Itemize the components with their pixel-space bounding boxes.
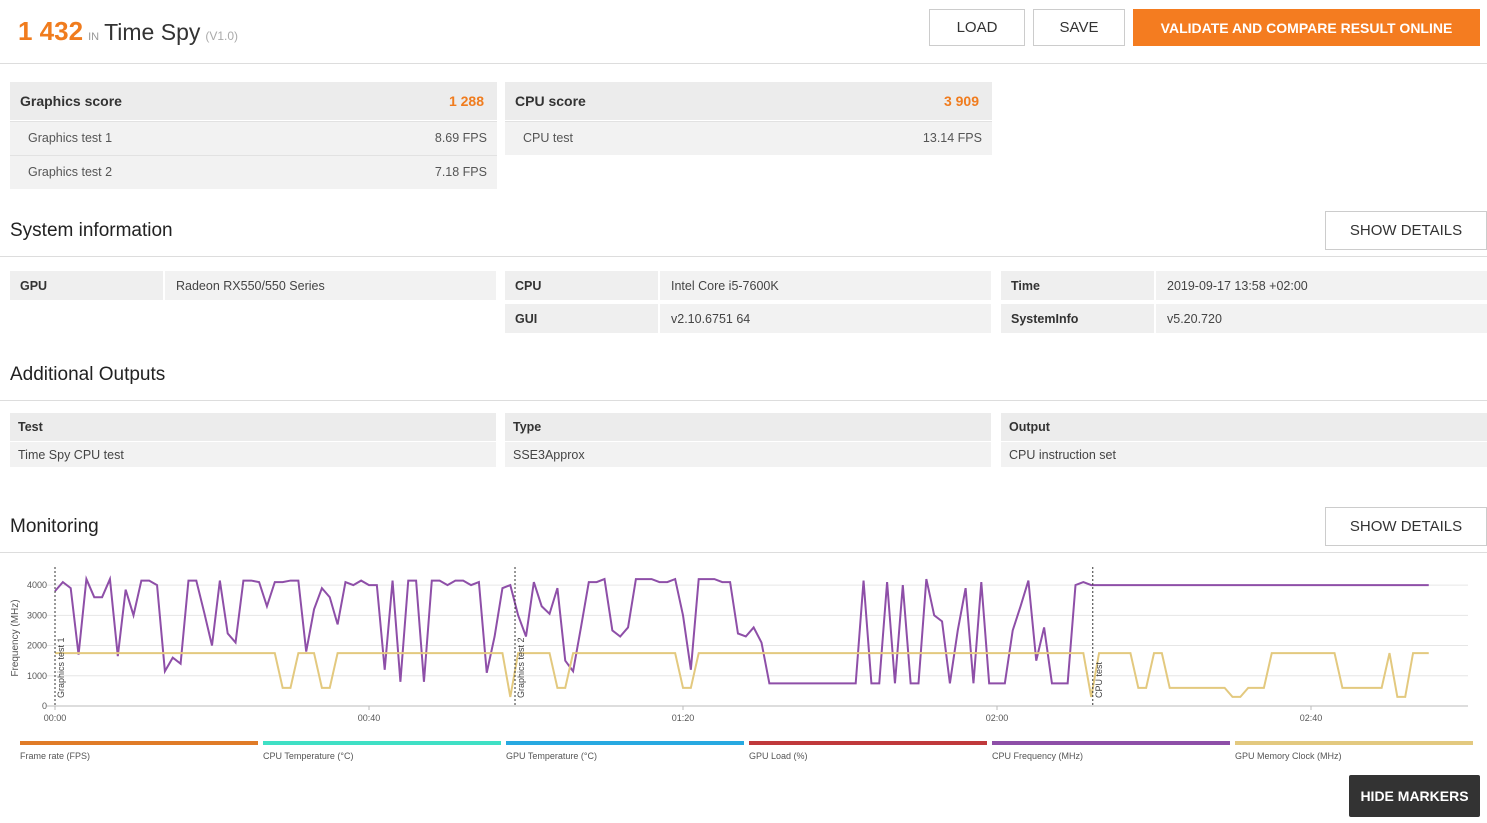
y-axis-label: Frequency (MHz) <box>10 599 21 676</box>
divider <box>0 552 1487 553</box>
table-cell: SSE3Approx <box>505 442 991 467</box>
y-tick-label: 4000 <box>27 580 47 590</box>
section-heading: Monitoring <box>10 516 99 537</box>
table-header: Type <box>505 413 991 441</box>
series-line <box>55 652 1429 698</box>
legend-swatch <box>263 741 501 745</box>
marker-label: Graphics test 2 <box>516 637 526 698</box>
table-header: Test <box>10 413 496 441</box>
legend-label: GPU Temperature (°C) <box>506 751 597 761</box>
info-label: SystemInfo <box>1001 304 1154 333</box>
divider <box>0 256 1487 257</box>
legend-swatch <box>1235 741 1473 745</box>
info-value: v2.10.6751 64 <box>660 304 991 333</box>
info-label: CPU <box>505 271 658 300</box>
divider <box>0 400 1487 401</box>
info-value: 2019-09-17 13:58 +02:00 <box>1156 271 1487 300</box>
info-label: GUI <box>505 304 658 333</box>
score-header-bg <box>10 82 497 120</box>
validate-button[interactable]: VALIDATE AND COMPARE RESULT ONLINE <box>1133 9 1480 46</box>
info-label: GPU <box>10 271 163 300</box>
version: (V1.0) <box>205 29 239 43</box>
x-tick-label: 01:20 <box>672 713 695 723</box>
marker-label: CPU test <box>1094 661 1104 698</box>
info-value: v5.20.720 <box>1156 304 1487 333</box>
show-details-button[interactable]: SHOW DETAILS <box>1325 507 1487 546</box>
test-name: Graphics test 1 <box>28 131 113 145</box>
legend-swatch <box>20 741 258 745</box>
section-heading: Additional Outputs <box>10 364 166 385</box>
test-fps: 7.18 FPS <box>434 165 487 179</box>
score-title: Graphics score <box>20 93 122 109</box>
divider <box>0 63 1487 64</box>
header: 1 432 IN Time Spy (V1.0) <box>18 16 238 47</box>
legend-label: CPU Temperature (°C) <box>263 751 353 761</box>
x-tick-label: 00:40 <box>358 713 381 723</box>
score-title: CPU score <box>515 93 586 109</box>
info-value: Intel Core i5-7600K <box>660 271 991 300</box>
info-value: Radeon RX550/550 Series <box>165 271 496 300</box>
legend-swatch <box>506 741 744 745</box>
table-header: Output <box>1001 413 1487 441</box>
score-value: 3 909 <box>943 93 979 109</box>
y-tick-label: 1000 <box>27 671 47 681</box>
test-name: Graphics test 2 <box>28 165 113 179</box>
hide-markers-button[interactable]: HIDE MARKERS <box>1349 775 1480 817</box>
save-button[interactable]: SAVE <box>1033 9 1125 46</box>
table-cell: Time Spy CPU test <box>10 442 496 467</box>
legend-label: Frame rate (FPS) <box>20 751 90 761</box>
score-row-bg <box>10 155 497 189</box>
test-fps: 13.14 FPS <box>922 131 982 145</box>
info-label: Time <box>1001 271 1154 300</box>
in-label: IN <box>88 31 100 43</box>
test-name: CPU test <box>523 131 574 145</box>
monitoring-chart: 0 1000 2000 3000 4000 Frequency (MHz) 00:00 00:… <box>10 567 1473 761</box>
legend-label: CPU Frequency (MHz) <box>992 751 1083 761</box>
legend-swatch <box>992 741 1230 745</box>
y-tick-label: 0 <box>42 701 47 711</box>
x-tick-label: 00:00 <box>44 713 67 723</box>
legend-swatch <box>749 741 987 745</box>
total-score: 1 432 <box>18 16 84 46</box>
show-details-button[interactable]: SHOW DETAILS <box>1325 211 1487 250</box>
series-line <box>54 575 1429 685</box>
load-button[interactable]: LOAD <box>929 9 1025 46</box>
score-row-bg <box>505 121 992 155</box>
legend-label: GPU Memory Clock (MHz) <box>1235 751 1342 761</box>
test-fps: 8.69 FPS <box>434 131 487 145</box>
score-value: 1 288 <box>448 93 484 109</box>
table-cell: CPU instruction set <box>1001 442 1487 467</box>
legend-label: GPU Load (%) <box>749 751 808 761</box>
y-tick-label: 3000 <box>27 610 47 620</box>
score-header-bg <box>505 82 992 120</box>
x-tick-label: 02:40 <box>1300 713 1323 723</box>
x-tick-label: 02:00 <box>986 713 1009 723</box>
y-tick-label: 2000 <box>27 641 47 651</box>
benchmark-title: Time Spy <box>104 19 201 45</box>
marker-label: Graphics test 1 <box>56 637 66 698</box>
section-heading: System information <box>10 220 173 241</box>
score-row-bg <box>10 121 497 155</box>
